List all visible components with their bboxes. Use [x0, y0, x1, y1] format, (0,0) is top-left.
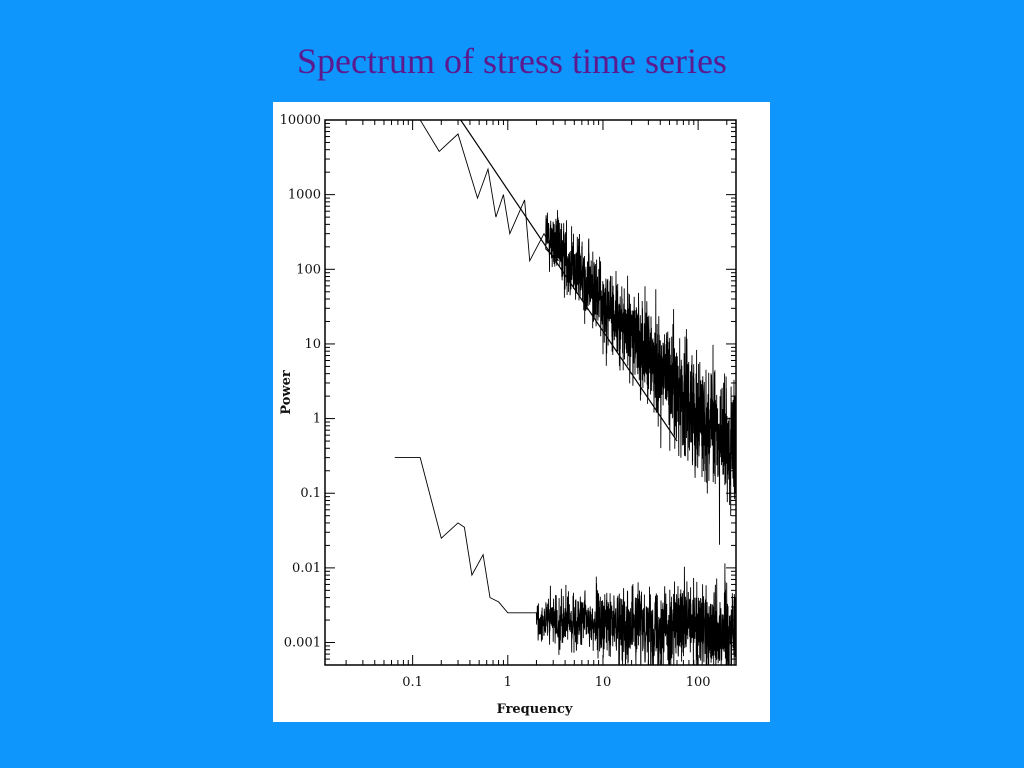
plot-frame: [324, 119, 737, 666]
x-tick-label: 0.1: [402, 675, 423, 690]
x-tick-label: 100: [686, 675, 711, 690]
slide-title: Spectrum of stress time series: [297, 41, 727, 81]
chart-svg: 0.1 1 10 100 10000 1000 100 10 1 0.1 0.01 0.001 Fre…: [279, 113, 737, 717]
x-axis-title: Frequency: [497, 702, 573, 717]
spectrum-series-upper: [419, 120, 736, 545]
tick-labels: 0.1 1 10 100 10000 1000 100 10 1 0.1 0.01 0.001: [280, 113, 711, 690]
fit-line: [460, 120, 678, 442]
series-layer: [394, 120, 736, 665]
y-tick-label: 0.001: [284, 636, 321, 651]
spectrum-series-lower: [394, 457, 736, 665]
y-tick-label: 0.1: [300, 486, 321, 501]
y-tick-label: 1000: [288, 188, 321, 203]
x-tick-label: 1: [504, 675, 512, 690]
x-tick-label: 10: [595, 675, 612, 690]
y-tick-label: 0.01: [292, 561, 321, 576]
y-tick-label: 10000: [280, 113, 321, 128]
y-tick-label: 100: [296, 262, 321, 277]
y-tick-label: 1: [313, 412, 321, 427]
y-axis-title: Power: [279, 370, 294, 415]
chart-figure: 0.1 1 10 100 10000 1000 100 10 1 0.1 0.01 0.001 Fre…: [273, 102, 770, 722]
y-tick-label: 10: [304, 337, 321, 352]
